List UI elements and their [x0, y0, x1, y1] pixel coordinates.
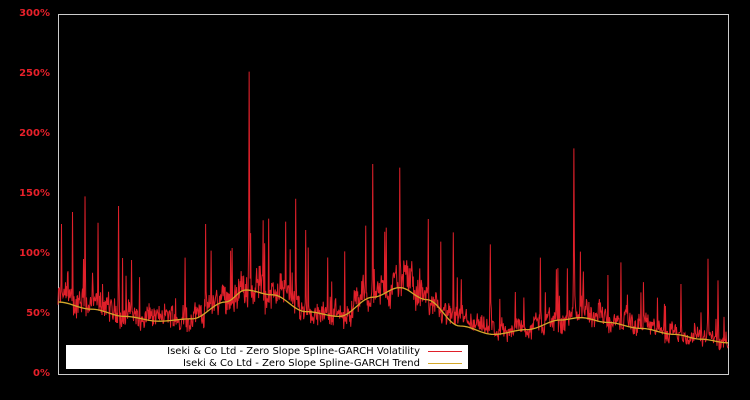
legend-label-trend: Iseki & Co Ltd - Zero Slope Spline-GARCH…: [182, 357, 420, 369]
legend-item-volatility: Iseki & Co Ltd - Zero Slope Spline-GARCH…: [167, 345, 462, 357]
legend: Iseki & Co Ltd - Zero Slope Spline-GARCH…: [66, 345, 468, 369]
legend-swatch-trend: [428, 362, 462, 364]
y-tick-label: 250%: [19, 68, 50, 79]
legend-swatch-volatility: [428, 350, 462, 352]
y-tick-label: 300%: [19, 8, 50, 19]
trend-series: [57, 286, 729, 344]
legend-item-trend: Iseki & Co Ltd - Zero Slope Spline-GARCH…: [183, 357, 462, 369]
volatility-series: [57, 71, 729, 351]
y-tick-label: 100%: [19, 248, 50, 259]
volatility-line: [57, 71, 729, 351]
legend-label-volatility: Iseki & Co Ltd - Zero Slope Spline-GARCH…: [167, 345, 420, 357]
y-tick-label: 200%: [19, 128, 50, 139]
y-tick-label: 50%: [26, 308, 50, 319]
y-tick-label: 150%: [19, 188, 50, 199]
y-tick-label: 0%: [33, 368, 50, 379]
